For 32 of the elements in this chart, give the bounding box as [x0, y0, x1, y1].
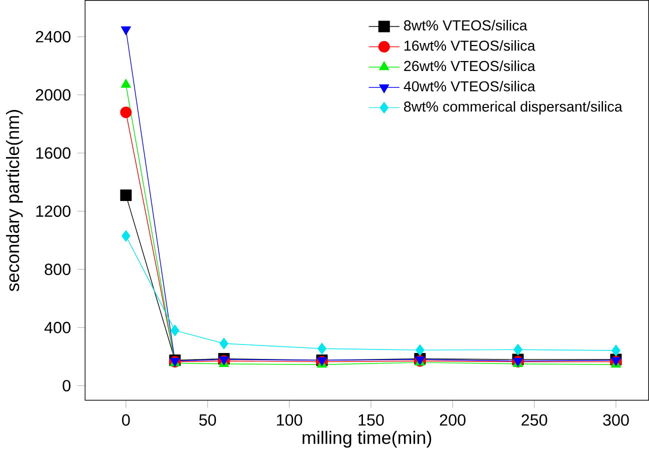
point	[120, 190, 132, 202]
y-tick-label: 1600	[36, 147, 70, 159]
x-tick-label: 0	[122, 414, 130, 426]
x-tick-label: 150	[358, 414, 384, 426]
legend-label: 8wt% VTEOS/silica	[404, 20, 528, 31]
x-tick-label: 50	[199, 414, 216, 426]
point	[122, 230, 130, 242]
x-tick-label: 300	[603, 414, 629, 426]
x-tick-label: 250	[522, 414, 548, 426]
x-tick-label: 100	[277, 414, 302, 426]
point	[318, 343, 326, 355]
y-tick-label: 1200	[36, 206, 70, 218]
legend-label: 8wt% commerical dispersant/silica	[404, 101, 622, 115]
x-axis-title: milling time(min)	[302, 431, 432, 448]
y-tick-label: 800	[44, 264, 70, 276]
point	[120, 106, 132, 118]
y-tick-label: 2000	[36, 89, 70, 101]
point	[120, 26, 131, 36]
y-axis-title: secondary particle(nm)	[6, 110, 23, 292]
point	[416, 344, 424, 356]
point	[612, 344, 620, 356]
point	[170, 324, 180, 336]
x-tick-label: 200	[440, 414, 466, 426]
y-tick-label: 2400	[36, 31, 70, 43]
point	[120, 79, 131, 88]
legend-label: 16wt% VTEOS/silica	[404, 40, 536, 51]
legend-label: 40wt% VTEOS/silica	[404, 81, 536, 92]
y-tick-label: 400	[44, 322, 70, 334]
point	[220, 338, 228, 350]
legend-label: 26wt% VTEOS/silica	[404, 60, 536, 72]
point	[514, 344, 522, 356]
y-tick-label: 0	[62, 380, 70, 392]
